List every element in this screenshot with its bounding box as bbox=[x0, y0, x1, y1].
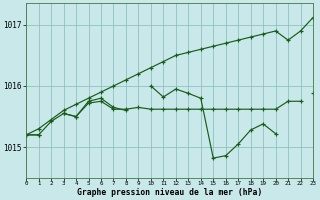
X-axis label: Graphe pression niveau de la mer (hPa): Graphe pression niveau de la mer (hPa) bbox=[77, 188, 262, 197]
